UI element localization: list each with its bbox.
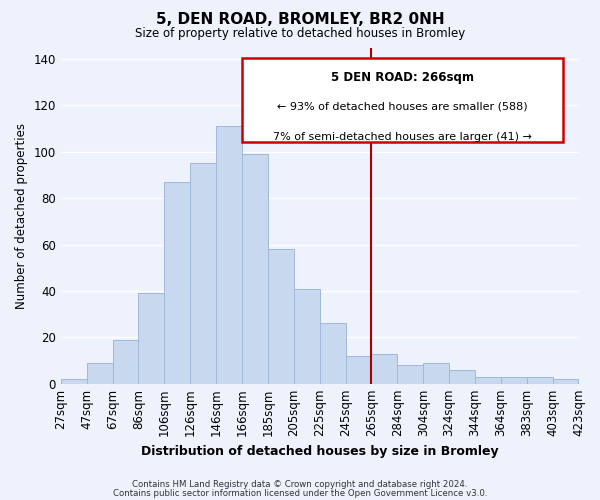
Bar <box>423 363 449 384</box>
Bar <box>501 376 527 384</box>
Text: Contains HM Land Registry data © Crown copyright and database right 2024.: Contains HM Land Registry data © Crown c… <box>132 480 468 489</box>
Bar <box>242 154 268 384</box>
Text: ← 93% of detached houses are smaller (588): ← 93% of detached houses are smaller (58… <box>277 102 528 112</box>
Text: Size of property relative to detached houses in Bromley: Size of property relative to detached ho… <box>135 28 465 40</box>
Bar <box>164 182 190 384</box>
Bar <box>61 379 86 384</box>
Bar <box>113 340 139 384</box>
Bar <box>216 126 242 384</box>
X-axis label: Distribution of detached houses by size in Bromley: Distribution of detached houses by size … <box>141 444 499 458</box>
Bar <box>268 249 294 384</box>
Bar <box>475 376 501 384</box>
Bar <box>320 324 346 384</box>
Bar <box>190 164 216 384</box>
Bar <box>553 379 578 384</box>
Y-axis label: Number of detached properties: Number of detached properties <box>15 122 28 308</box>
FancyBboxPatch shape <box>242 58 563 142</box>
Text: Contains public sector information licensed under the Open Government Licence v3: Contains public sector information licen… <box>113 488 487 498</box>
Bar <box>527 376 553 384</box>
Text: 5, DEN ROAD, BROMLEY, BR2 0NH: 5, DEN ROAD, BROMLEY, BR2 0NH <box>155 12 445 28</box>
Bar <box>294 288 320 384</box>
Text: 5 DEN ROAD: 266sqm: 5 DEN ROAD: 266sqm <box>331 71 474 84</box>
Bar <box>139 294 164 384</box>
Bar <box>449 370 475 384</box>
Bar <box>346 356 371 384</box>
Bar <box>371 354 397 384</box>
Bar <box>86 363 113 384</box>
Bar <box>397 365 423 384</box>
Text: 7% of semi-detached houses are larger (41) →: 7% of semi-detached houses are larger (4… <box>273 132 532 141</box>
